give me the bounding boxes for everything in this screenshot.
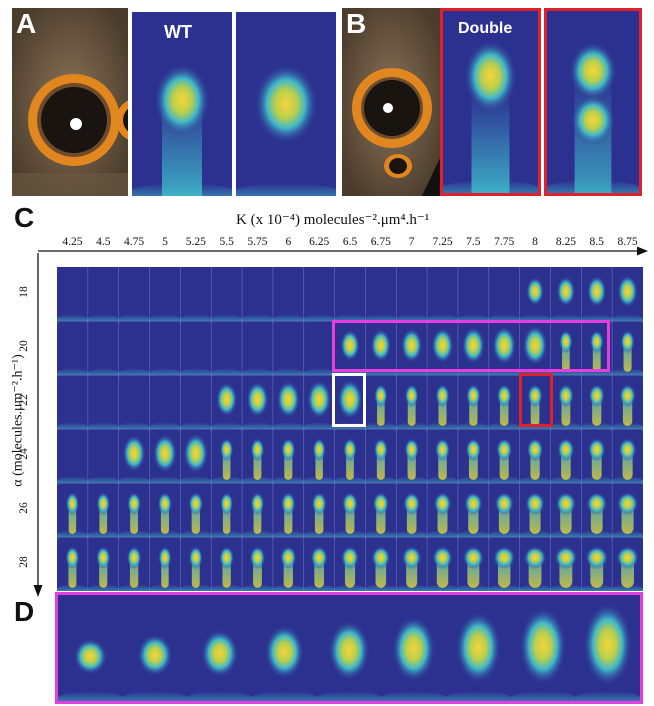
k-tick-6: 6 (285, 236, 292, 248)
k-tick-8.75: 8.75 (617, 236, 638, 248)
k-tick-5.75: 5.75 (247, 236, 268, 248)
panel-d-strip (54, 592, 644, 706)
panel-d-letter: D (14, 596, 35, 627)
simulation-grid-image (56, 267, 644, 597)
parameter-sweep-grid (56, 267, 644, 597)
k-tick-5.25: 5.25 (185, 236, 206, 248)
k-tick-6.5: 6.5 (342, 236, 358, 248)
panel-a-wt-simulation-1 (132, 12, 232, 196)
highlight-box-red (519, 373, 553, 427)
gradient-simulation-icon (132, 12, 232, 196)
highlight-box-magenta (332, 320, 610, 372)
k-tick-6.75: 6.75 (370, 236, 391, 248)
panel-a-letter: A (16, 8, 37, 39)
panel-b-label: Double (458, 20, 513, 37)
alpha-tick-22: 22 (17, 394, 30, 406)
panel-c-letter: C (14, 202, 35, 233)
panel-a-wt-simulation-2 (236, 12, 336, 196)
panel-b-double-simulation-1 (440, 8, 541, 196)
panel-b-letter: B (346, 8, 367, 39)
k-tick-7.75: 7.75 (494, 236, 515, 248)
k-tick-8.5: 8.5 (589, 236, 604, 248)
k-tick-4.5: 4.5 (96, 236, 111, 248)
panel-a-wing-photo (12, 8, 128, 196)
k-tick-7: 7 (408, 236, 415, 248)
alpha-tick-26: 26 (17, 502, 30, 514)
eyespot-icon (12, 8, 128, 196)
simulation-strip-image (54, 595, 644, 706)
gradient-simulation-icon (443, 11, 538, 193)
gradient-simulation-icon (236, 12, 336, 196)
k-axis-label: K (x 10⁻⁴) molecules⁻².μm⁴.h⁻¹ (236, 212, 430, 228)
panel-a-label: WT (164, 22, 192, 42)
alpha-tick-28: 28 (17, 556, 30, 568)
k-tick-8: 8 (532, 236, 538, 248)
k-tick-7.25: 7.25 (432, 236, 453, 248)
k-tick-5.5: 5.5 (219, 236, 234, 248)
alpha-tick-20: 20 (17, 340, 30, 352)
k-tick-8.25: 8.25 (555, 236, 576, 248)
alpha-tick-24: 24 (17, 448, 30, 460)
highlight-box-white (332, 373, 366, 427)
k-axis-arrow-icon (38, 246, 648, 256)
k-tick-7.5: 7.5 (466, 236, 481, 248)
gradient-simulation-icon (547, 11, 639, 193)
panel-b-double-simulation-2 (544, 8, 642, 196)
k-tick-4.75: 4.75 (124, 236, 145, 248)
alpha-axis-arrow-icon (33, 253, 43, 597)
double-eyespot-icon (342, 8, 440, 196)
alpha-tick-18: 18 (17, 286, 30, 298)
k-tick-6.25: 6.25 (309, 236, 330, 248)
panel-b-wing-photo (342, 8, 440, 196)
k-tick-5: 5 (162, 236, 168, 248)
k-tick-4.25: 4.25 (62, 236, 83, 248)
